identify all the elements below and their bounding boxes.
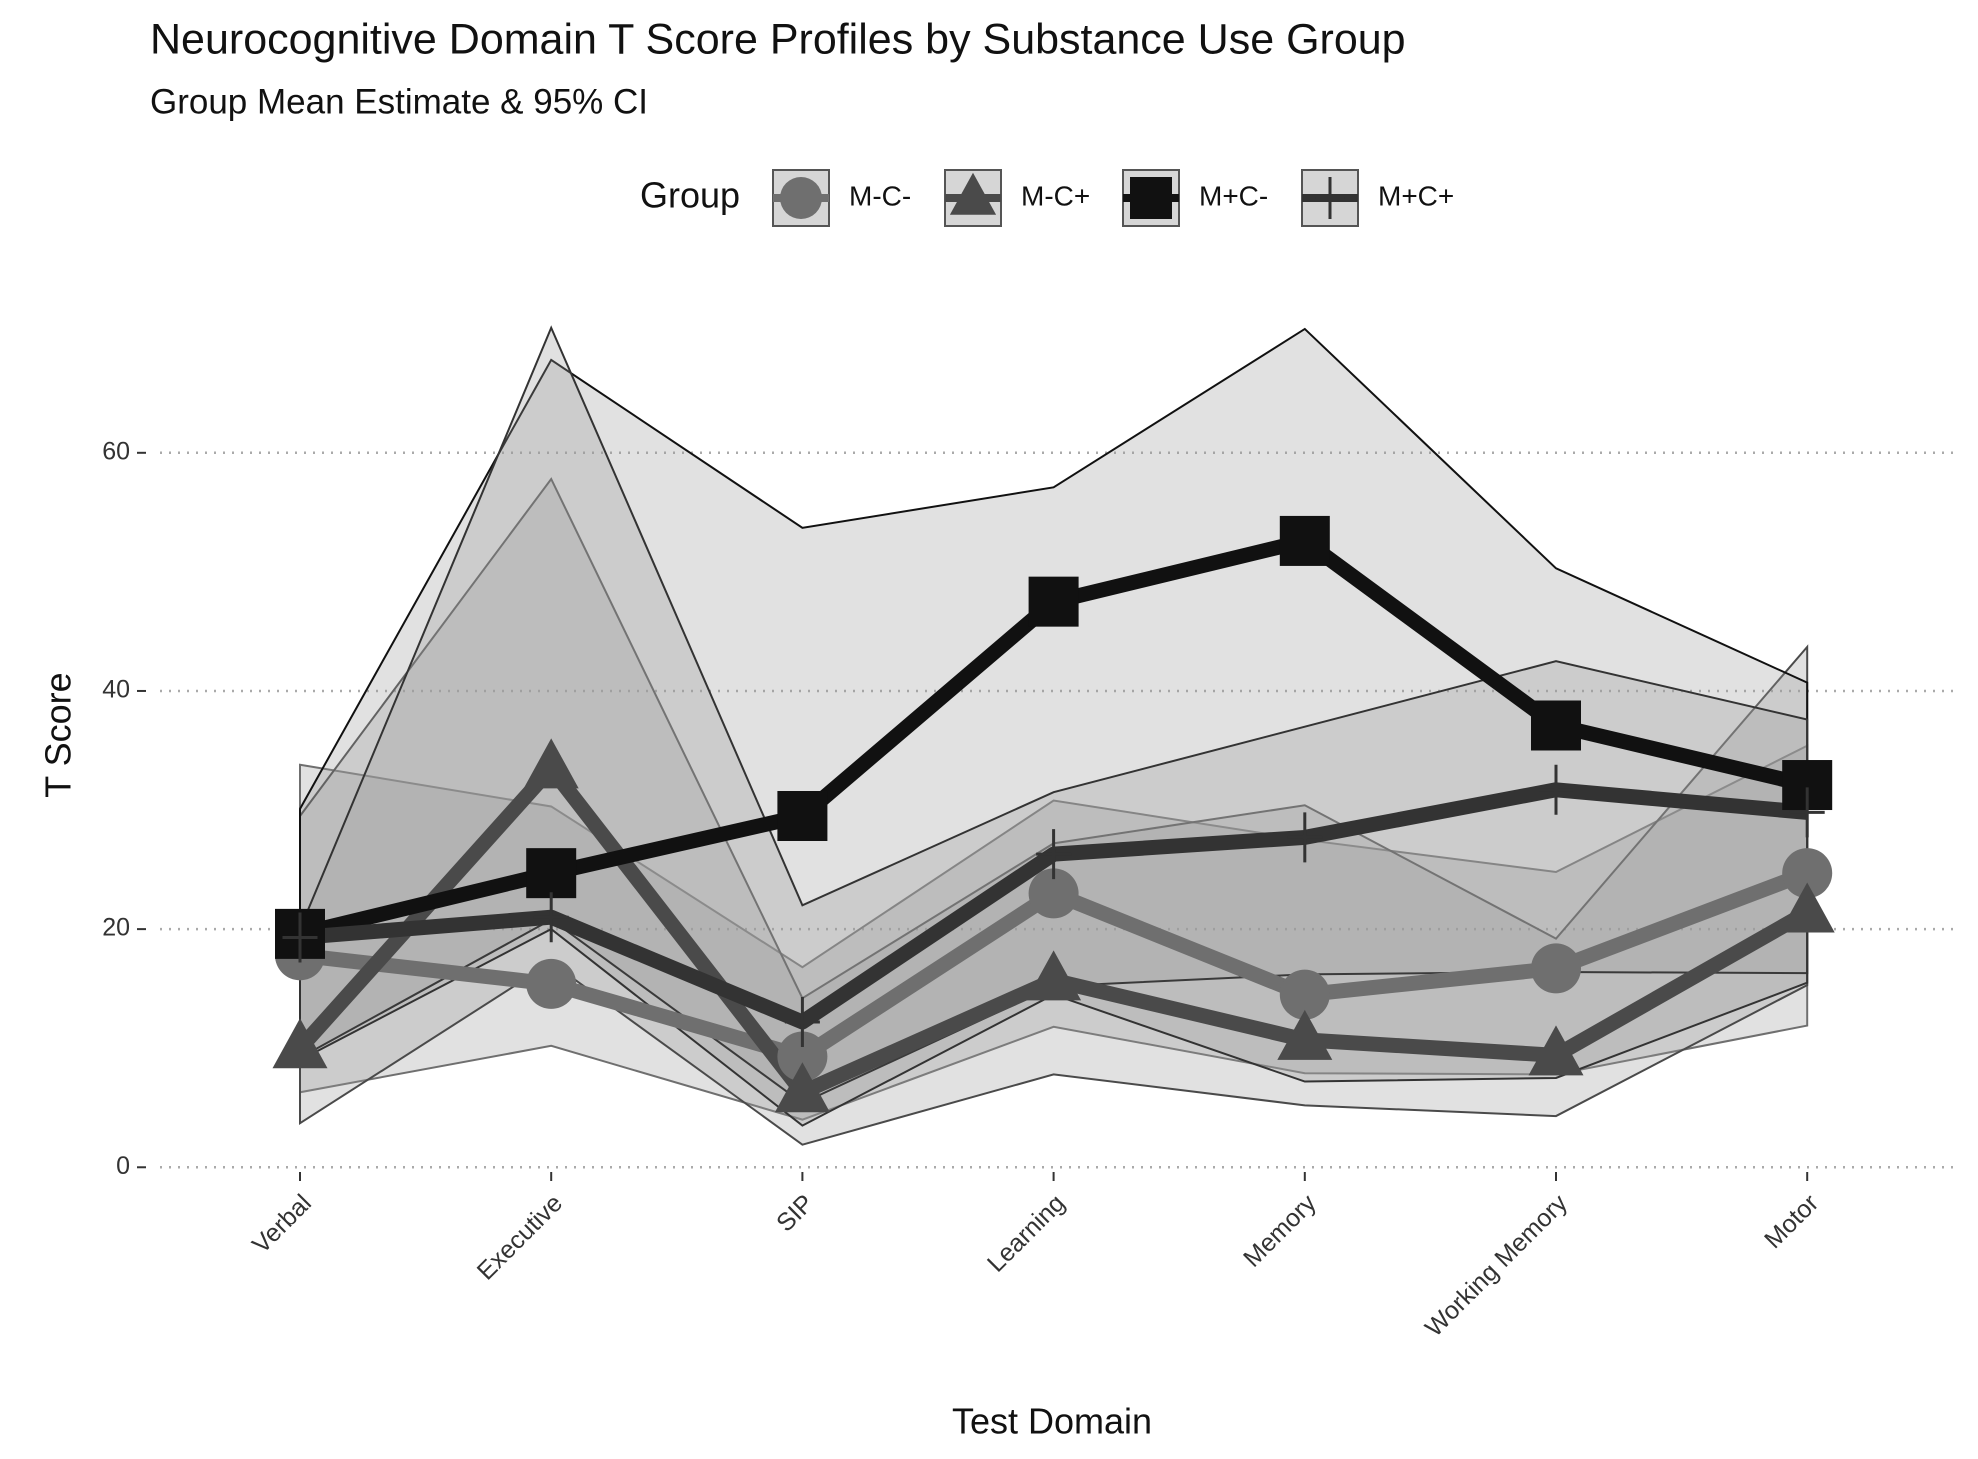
marker (1036, 829, 1072, 880)
legend-label: M-C+ (1021, 180, 1090, 211)
marker (526, 848, 577, 899)
marker (774, 1062, 830, 1113)
marker (1279, 969, 1330, 1020)
marker (777, 1031, 828, 1082)
marker (949, 172, 997, 215)
marker (1026, 950, 1082, 1001)
y-tick-label: 60 (102, 437, 130, 465)
marker (1287, 812, 1323, 863)
marker (533, 892, 569, 943)
marker (1028, 868, 1079, 919)
legend-label: M+C- (1199, 180, 1268, 211)
grid-layer (160, 451, 1960, 1169)
marker (1531, 943, 1581, 994)
marker (1279, 515, 1330, 566)
marker (1789, 787, 1825, 838)
y-tick-label: 20 (102, 914, 130, 942)
marker (1277, 1009, 1333, 1060)
marker (523, 738, 579, 789)
marker (1782, 848, 1833, 899)
marker (1315, 177, 1345, 219)
legend-label: M-C- (849, 180, 911, 211)
y-tick-label: 40 (102, 676, 130, 704)
y-axis-label: T Score (38, 672, 79, 797)
y-tick-label: 0 (116, 1152, 130, 1180)
marker (1538, 764, 1574, 815)
marker (526, 958, 577, 1009)
marker (282, 912, 318, 963)
marker (272, 1018, 328, 1069)
marker (1531, 700, 1581, 751)
marker (1779, 882, 1835, 933)
legend-title: Group (640, 175, 740, 216)
marker (1028, 576, 1079, 627)
legend-label: M+C+ (1378, 180, 1454, 211)
chart-subtitle: Group Mean Estimate & 95% CI (150, 82, 648, 121)
marker (784, 997, 820, 1047)
marker (777, 790, 828, 841)
marker (1528, 1025, 1584, 1076)
chart-title: Neurocognitive Domain T Score Profiles b… (150, 15, 1406, 63)
marker (1130, 177, 1172, 219)
x-axis-label: Test Domain (952, 1401, 1152, 1442)
marker-layer (272, 515, 1835, 1113)
marker (780, 177, 822, 219)
